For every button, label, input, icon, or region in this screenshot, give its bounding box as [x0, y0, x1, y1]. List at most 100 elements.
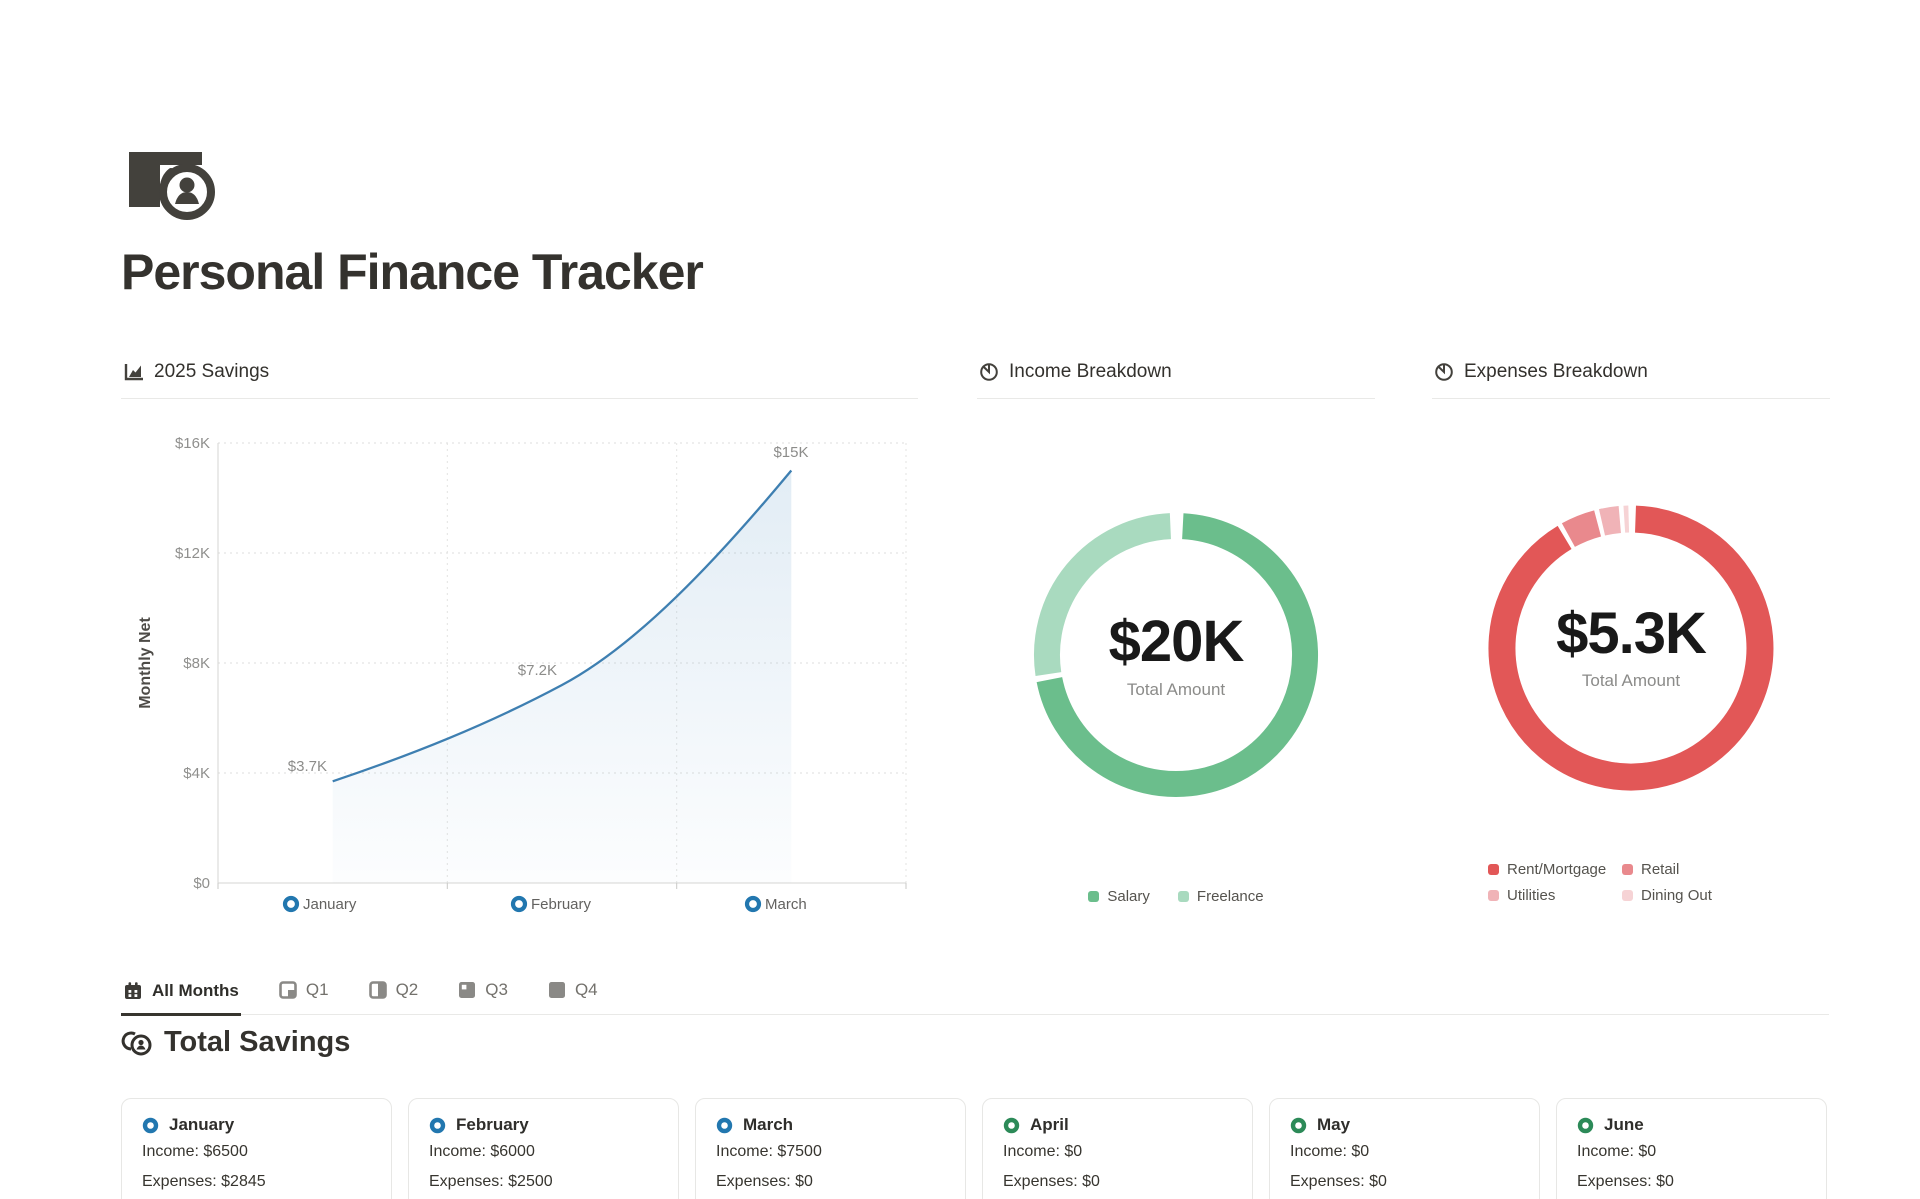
- card-income-value: Income: $6500: [142, 1143, 248, 1160]
- legend-item-utilities[interactable]: Utilities: [1488, 887, 1622, 904]
- series-legend-january[interactable]: January: [282, 895, 357, 913]
- coins-icon: [121, 1031, 152, 1055]
- expenses-panel: Expenses Breakdown $5.3K Total Amount Re…: [1432, 355, 1830, 915]
- savings-panel: 2025 Savings: [121, 355, 918, 915]
- may-marker-icon: [1290, 1117, 1307, 1133]
- legend-item-retail[interactable]: Retail: [1622, 861, 1712, 878]
- tab-all-months[interactable]: All Months: [121, 972, 241, 1016]
- expenses-panel-title: Expenses Breakdown: [1464, 361, 1648, 382]
- legend-item-salary[interactable]: Salary: [1088, 888, 1150, 905]
- line-chart-icon: [124, 364, 143, 381]
- x-month-label: March: [765, 896, 807, 913]
- app-logo: [124, 140, 224, 233]
- dining-out-swatch-icon: [1622, 890, 1633, 901]
- retail-legend-label: Retail: [1641, 861, 1680, 878]
- tab-all-months-label: All Months: [152, 981, 239, 1000]
- tab-q1[interactable]: Q1: [277, 972, 331, 1014]
- january-marker-icon: [282, 895, 300, 913]
- card-june-header: June: [1577, 1113, 1806, 1137]
- card-april-header: April: [1003, 1113, 1232, 1137]
- card-expenses-value: Expenses: $2845: [142, 1173, 266, 1190]
- february-marker-icon: [510, 895, 528, 913]
- tab-q3[interactable]: Q3: [456, 972, 510, 1014]
- tab-q1-label: Q1: [305, 980, 329, 999]
- freelance-swatch-icon: [1177, 891, 1189, 902]
- y-tick-label: $4K: [183, 765, 210, 782]
- salary-legend-label: Salary: [1107, 888, 1150, 905]
- pie-chart-icon: [980, 363, 998, 381]
- quarter-filter-tabs: All Months Q1 Q2 Q3: [121, 972, 1829, 1016]
- tab-q4[interactable]: Q4: [546, 972, 600, 1014]
- card-march: March Income: $7500 Expenses: $0 Net: $7…: [695, 1098, 966, 1199]
- june-marker-icon: [1577, 1117, 1594, 1133]
- rent-arc: [1488, 505, 1774, 791]
- y-axis-title: Monthly Net: [137, 617, 154, 709]
- legend-item-freelance[interactable]: Freelance: [1177, 888, 1264, 905]
- quarter-4-icon: [548, 982, 565, 998]
- income-donut-chart: [1033, 513, 1319, 798]
- card-march-header: March: [716, 1113, 945, 1137]
- income-total-label: Total Amount: [1126, 680, 1226, 699]
- legend-item-rent-mortgage[interactable]: Rent/Mortgage: [1488, 861, 1622, 878]
- rent-legend-label: Rent/Mortgage: [1507, 861, 1607, 878]
- card-may: May Income: $0 Expenses: $0 Net: $0: [1269, 1098, 1540, 1199]
- income-panel-title: Income Breakdown: [1009, 361, 1172, 382]
- card-january: January Income: $6500 Expenses: $2845 Ne…: [121, 1098, 392, 1199]
- dining-out-legend-label: Dining Out: [1641, 887, 1712, 904]
- freelance-arc: [1033, 513, 1172, 677]
- card-january-header: January: [142, 1113, 371, 1137]
- card-expenses-value: Expenses: $2500: [429, 1173, 553, 1190]
- salary-swatch-icon: [1088, 891, 1100, 902]
- utilities-arc: [1598, 506, 1622, 536]
- card-income-value: Income: $6000: [429, 1143, 535, 1160]
- y-tick-label: $8K: [183, 655, 210, 672]
- card-month-label: January: [169, 1115, 235, 1134]
- month-cards: January Income: $6500 Expenses: $2845 Ne…: [121, 1098, 1829, 1199]
- april-marker-icon: [1003, 1117, 1020, 1133]
- utilities-legend-label: Utilities: [1507, 887, 1556, 904]
- quarter-1-icon: [279, 981, 297, 999]
- series-legend-march[interactable]: March: [744, 895, 807, 913]
- point-label-february: $7.2K: [518, 662, 557, 679]
- tab-q2-label: Q2: [395, 980, 419, 999]
- pie-chart-icon: [1435, 363, 1453, 381]
- savings-panel-title: 2025 Savings: [154, 361, 270, 382]
- card-february-header: February: [429, 1113, 658, 1137]
- y-tick-label: $0: [193, 875, 210, 892]
- card-month-label: June: [1604, 1115, 1644, 1134]
- card-may-header: May: [1290, 1113, 1519, 1137]
- card-expenses-value: Expenses: $0: [1003, 1173, 1100, 1190]
- freelance-legend-label: Freelance: [1196, 888, 1264, 905]
- card-month-label: March: [743, 1115, 794, 1134]
- utilities-swatch-icon: [1488, 890, 1499, 901]
- card-expenses-value: Expenses: $0: [1290, 1173, 1387, 1190]
- point-label-march: $15K: [773, 444, 808, 461]
- income-total-value: $20K: [1108, 609, 1245, 674]
- expenses-total-label: Total Amount: [1581, 671, 1681, 690]
- total-savings-title: Total Savings: [164, 1026, 351, 1058]
- card-expenses-value: Expenses: $0: [1577, 1173, 1674, 1190]
- retail-arc: [1561, 510, 1602, 548]
- point-label-january: $3.7K: [288, 758, 327, 775]
- january-marker-icon: [142, 1117, 159, 1133]
- card-june: June Income: $0 Expenses: $0 Net: $0: [1556, 1098, 1827, 1199]
- retail-swatch-icon: [1622, 864, 1633, 875]
- expenses-legend: Rent/Mortgage Retail Utilities Dining Ou…: [1488, 861, 1712, 904]
- savings-panel-header: 2025 Savings: [121, 355, 918, 399]
- legend-item-dining-out[interactable]: Dining Out: [1622, 887, 1712, 904]
- card-expenses-value: Expenses: $0: [716, 1173, 813, 1190]
- series-legend-february[interactable]: February: [510, 895, 592, 913]
- tab-q4-label: Q4: [574, 980, 598, 999]
- card-month-label: April: [1030, 1115, 1069, 1134]
- salary-arc: [1036, 513, 1319, 798]
- money-logo-icon: [129, 152, 215, 220]
- card-income-value: Income: $0: [1577, 1143, 1657, 1160]
- y-tick-label: $12K: [175, 545, 210, 562]
- card-income-value: Income: $0: [1003, 1143, 1083, 1160]
- tab-q2[interactable]: Q2: [367, 972, 421, 1014]
- march-marker-icon: [716, 1117, 733, 1133]
- x-month-label: January: [303, 896, 357, 913]
- march-marker-icon: [744, 895, 762, 913]
- card-february: February Income: $6000 Expenses: $2500 N…: [408, 1098, 679, 1199]
- expenses-panel-header: Expenses Breakdown: [1432, 355, 1830, 399]
